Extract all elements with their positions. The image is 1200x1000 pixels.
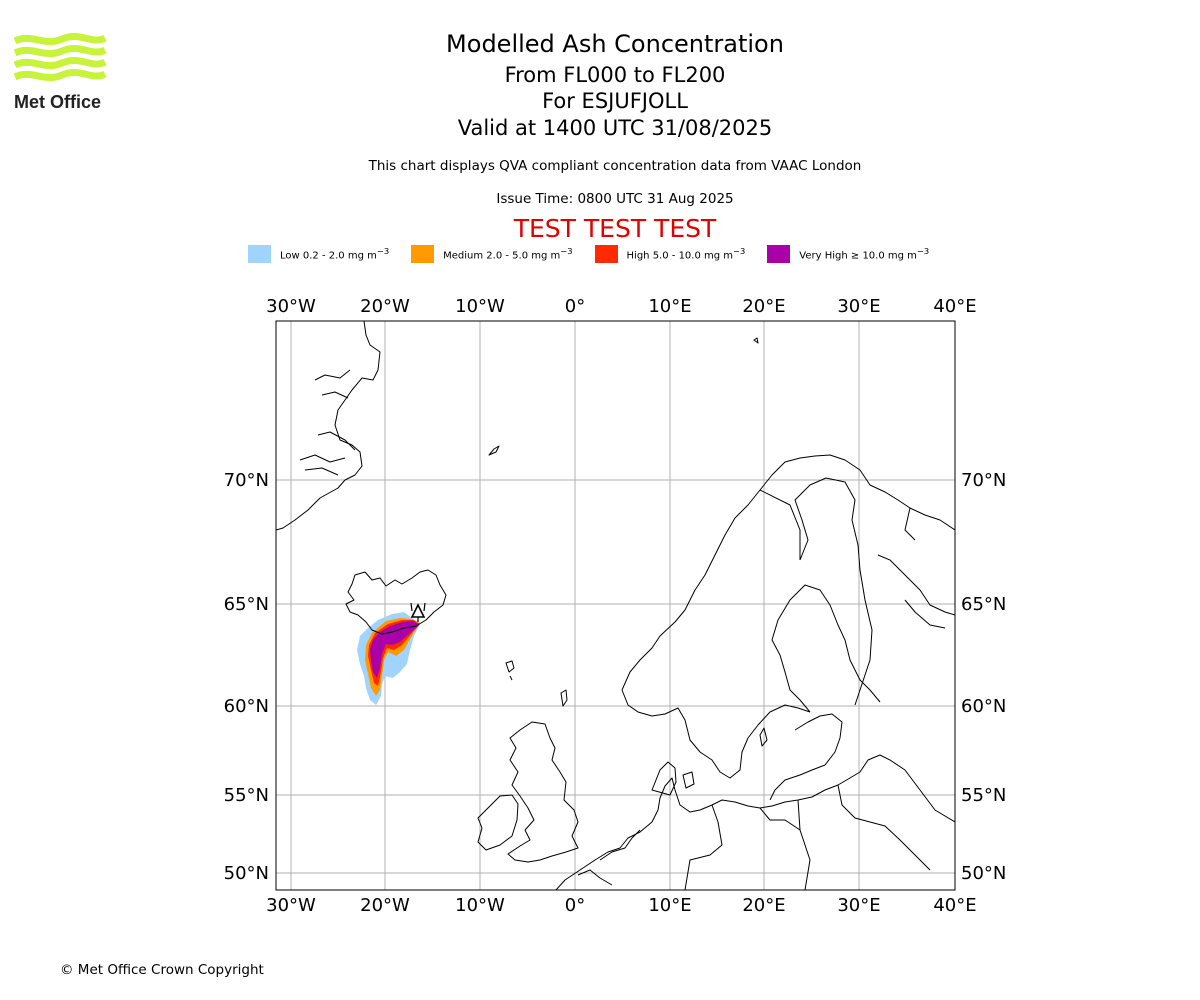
continent-coast [555,754,955,890]
lon-tick-top: 30°W [266,296,316,317]
test-banner: TEST TEST TEST [513,214,717,243]
legend-swatch-low [248,245,271,263]
legend-label-very-high: Very High ≥ 10.0 mg m−3 [799,246,930,262]
lat-tick-right: 50°N [961,863,1006,884]
great-britain-coast [507,721,579,863]
lon-tick-top: 10°W [455,296,505,317]
logo-wave [13,56,107,70]
lon-tick-top: 30°E [837,296,880,317]
logo-wave [13,44,107,58]
issue-time: Issue Time: 0800 UTC 31 Aug 2025 [496,191,734,207]
north-sea-south-coast [577,829,641,886]
baltic-coast [769,713,843,801]
volcano-name: For ESJUFJOLL [542,89,688,113]
volcano-marker-legs-icon [410,602,426,622]
chart-title: Modelled Ash Concentration [446,30,784,58]
greenland-fjord-2 [304,431,356,476]
valid-time: Valid at 1400 UTC 31/08/2025 [457,116,773,140]
country-borders [684,489,931,890]
lat-tick-left: 55°N [224,785,269,806]
white-sea-coast [877,554,955,629]
map-frame [275,320,956,891]
legend-label-low: Low 0.2 - 2.0 mg m−3 [280,246,390,262]
lat-tick-left: 60°N [224,696,269,717]
logo-wave [13,68,107,82]
lat-tick-right: 70°N [961,470,1006,491]
map-background [276,321,955,890]
lon-tick-bottom: 20°W [360,895,410,916]
lon-tick-top: 10°E [648,296,691,317]
lon-tick-bottom: 30°W [266,895,316,916]
ash-very-high-area [370,621,419,678]
ireland-coast [477,794,519,851]
legend-item-high: High 5.0 - 10.0 mg m−3 [594,245,746,263]
logo-text: Met Office [14,92,101,112]
lon-tick-top: 40°E [933,296,976,317]
lat-tick-right: 65°N [961,594,1006,615]
iceland-coast [345,569,447,635]
graticule [276,321,955,890]
finland-border [794,477,873,706]
faroe-islands [505,660,515,681]
lon-tick-bottom: 0° [565,895,585,916]
shetland [560,689,568,707]
denmark-coast [651,761,695,796]
lat-tick-left: 70°N [224,470,269,491]
lat-tick-right: 55°N [961,785,1006,806]
greenland-fjord-1 [299,369,351,463]
legend-item-medium: Medium 2.0 - 5.0 mg m−3 [411,245,573,263]
coastlines [276,321,955,890]
lon-tick-bottom: 20°E [742,895,785,916]
jan-mayen [488,445,500,456]
legend-swatch-high [594,245,618,263]
lon-tick-top: 0° [565,296,585,317]
bear-island [753,337,759,344]
flight-level-range: From FL000 to FL200 [504,63,726,87]
legend-swatch-medium [411,245,435,263]
legend-swatch-very-high [767,245,791,263]
norway-south-coast [621,689,811,779]
legend-label-high: High 5.0 - 10.0 mg m−3 [626,246,746,262]
gulf-of-bothnia [771,584,881,713]
legend-item-very-high: Very High ≥ 10.0 mg m−3 [767,245,929,263]
greenland-coast [276,321,381,531]
legend-item-low: Low 0.2 - 2.0 mg m−3 [248,245,389,263]
lon-tick-bottom: 10°W [455,895,505,916]
lat-tick-right: 60°N [961,696,1006,717]
lon-tick-bottom: 40°E [933,895,976,916]
legend-label-medium: Medium 2.0 - 5.0 mg m−3 [443,246,573,262]
map-content [276,321,955,890]
chart-description: This chart displays QVA compliant concen… [368,158,862,174]
lon-tick-top: 20°E [742,296,785,317]
met-office-wave-logo-icon: Met Office [13,32,107,112]
lat-tick-left: 50°N [224,863,269,884]
lon-tick-bottom: 30°E [837,895,880,916]
logo-wave [13,32,107,46]
gotland [759,727,768,747]
copyright-notice: © Met Office Crown Copyright [60,962,264,978]
scandinavia-coast [621,454,955,691]
lon-tick-top: 20°W [360,296,410,317]
lon-tick-bottom: 10°E [648,895,691,916]
axis-labels: 30°W 30°W 20°W 20°W 10°W 10°W 0° 0° 10°E 10°E 20°E… [224,296,1007,916]
met-office-logo: Met Office [13,30,110,112]
concentration-legend: Low 0.2 - 2.0 mg m−3 Medium 2.0 - 5.0 mg… [248,244,951,264]
lat-tick-left: 65°N [224,594,269,615]
